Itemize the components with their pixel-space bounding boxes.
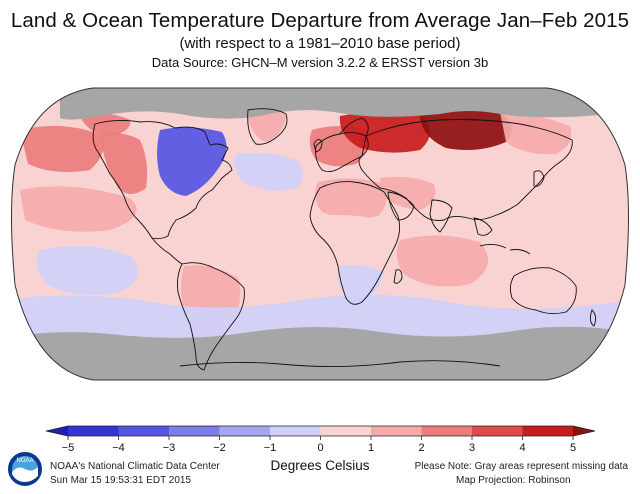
colorbar-swatch bbox=[118, 426, 170, 436]
colorbar-tick-label: 4 bbox=[519, 442, 525, 454]
anomaly-region-eastern-tropical-pacific bbox=[20, 186, 137, 232]
colorbar-swatch bbox=[219, 426, 271, 436]
anomaly-region-western-north-america bbox=[100, 132, 148, 194]
colorbar-swatch bbox=[270, 426, 321, 436]
asia-outline bbox=[358, 119, 573, 221]
south-america-outline bbox=[177, 262, 245, 371]
southeast-asia-outline bbox=[473, 217, 493, 236]
map-border bbox=[11, 87, 629, 381]
anomaly-region-western-russia bbox=[339, 111, 430, 153]
colorbar-tick-label: −1 bbox=[264, 442, 277, 454]
colorbar-tick-label: −3 bbox=[163, 442, 176, 454]
colorbar-tick-label: −5 bbox=[62, 442, 75, 454]
antarctica-outline bbox=[179, 360, 501, 368]
page-title: Land & Ocean Temperature Departure from … bbox=[10, 9, 630, 32]
missing-data-note: Please Note: Gray areas represent missin… bbox=[414, 461, 628, 472]
colorbar-swatch bbox=[320, 426, 372, 436]
colorbar-max-extend bbox=[573, 426, 595, 436]
anomaly-region-middle-east bbox=[380, 176, 436, 210]
colorbar-swatch bbox=[522, 426, 574, 436]
colorbar: −5 −4 −3 −2 −1 0 1 2 3 4 5 bbox=[45, 425, 596, 454]
colorbar-min-extend bbox=[46, 426, 68, 436]
colorbar-tick-label: 3 bbox=[469, 442, 475, 454]
noaa-logo-text: NOAA bbox=[16, 458, 33, 464]
anomaly-region-australia bbox=[508, 269, 575, 315]
colorbar-tick-label: 2 bbox=[418, 442, 424, 454]
anomaly-region-northeast-pacific bbox=[20, 125, 104, 172]
india-outline bbox=[429, 199, 453, 233]
arctic-missing-region bbox=[60, 88, 600, 120]
australia-outline bbox=[509, 267, 577, 315]
temperature-anomaly-map bbox=[11, 87, 629, 381]
anomaly-region-greenland bbox=[246, 108, 286, 142]
colorbar-swatch bbox=[421, 426, 473, 436]
anomaly-region-north-atlantic bbox=[234, 152, 303, 191]
antarctic-missing-region bbox=[11, 326, 629, 380]
anomaly-region-indian-ocean bbox=[396, 235, 488, 287]
indonesia-outline bbox=[479, 243, 531, 255]
colorbar-swatch bbox=[371, 426, 422, 436]
greenland-outline bbox=[247, 108, 288, 145]
anomaly-region-southeast-pacific bbox=[36, 246, 138, 295]
anomaly-region-eastern-north-america bbox=[157, 127, 227, 196]
new-zealand-outline bbox=[589, 309, 597, 327]
colorbar-swatch bbox=[68, 426, 119, 436]
generation-timestamp: Sun Mar 15 19:53:31 EDT 2015 bbox=[50, 475, 192, 486]
colorbar-tick-label: 1 bbox=[368, 442, 374, 454]
organization-name: NOAA's National Climatic Data Center bbox=[50, 461, 220, 472]
colorbar-label: Degrees Celsius bbox=[270, 458, 370, 473]
data-source: Data Source: GHCN–M version 3.2.2 & ERSS… bbox=[151, 55, 489, 70]
anomaly-region-central-africa bbox=[320, 214, 392, 261]
madagascar-outline bbox=[393, 269, 403, 284]
anomaly-region-eastern-siberia bbox=[500, 112, 572, 155]
continent-outlines bbox=[92, 108, 597, 371]
uk-outline bbox=[313, 139, 323, 153]
colorbar-tick-label: 5 bbox=[570, 442, 576, 454]
anomaly-region-alaska bbox=[80, 113, 131, 136]
projection-note: Map Projection: Robinson bbox=[456, 475, 571, 486]
noaa-logo-icon: NOAA bbox=[7, 451, 43, 487]
central-america-outline bbox=[151, 237, 183, 265]
north-america-outline bbox=[92, 119, 233, 240]
arabia-outline bbox=[387, 191, 415, 221]
page-subtitle: (with respect to a 1981–2010 base period… bbox=[179, 35, 461, 52]
colorbar-tick-label: −4 bbox=[112, 442, 125, 454]
colorbar-tick-label: −2 bbox=[213, 442, 226, 454]
colorbar-swatch bbox=[169, 426, 220, 436]
japan-outline bbox=[533, 170, 545, 187]
colorbar-tick-label: 0 bbox=[317, 442, 323, 454]
colorbar-swatch bbox=[472, 426, 523, 436]
africa-outline bbox=[309, 181, 401, 305]
scandinavia-outline bbox=[339, 117, 369, 137]
anomaly-region-north-africa bbox=[314, 178, 387, 219]
anomaly-region-south-africa bbox=[338, 264, 384, 302]
